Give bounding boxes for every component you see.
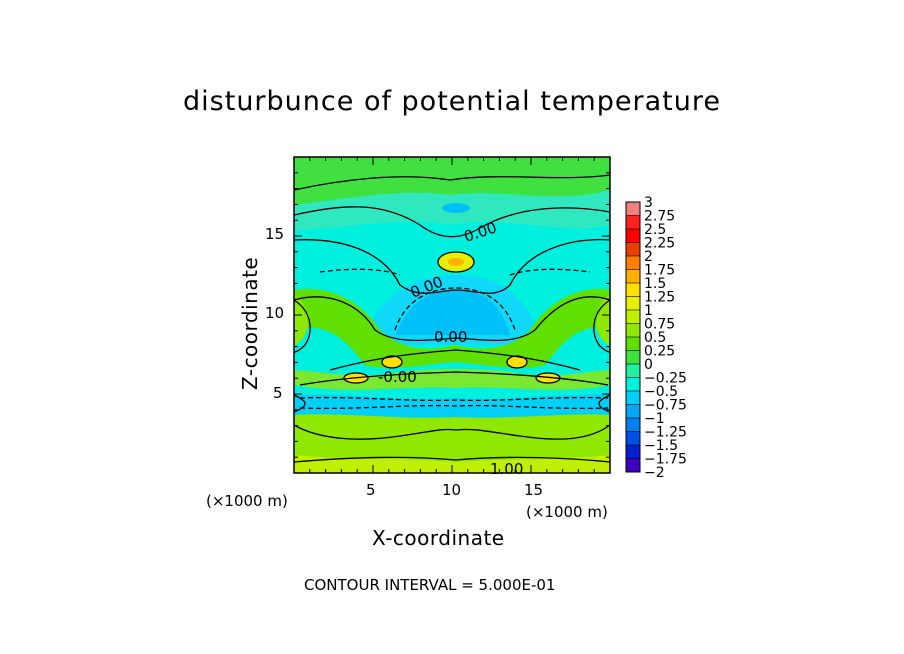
colorbar-swatch: [626, 364, 640, 378]
contour-line: [381, 355, 403, 369]
contour-line: [394, 287, 516, 331]
contour-label: 1.00: [490, 460, 523, 478]
colorbar-swatch: [626, 445, 640, 459]
region-upper-peak-core: [448, 258, 464, 266]
contour-line: [299, 396, 609, 402]
contour-line: [294, 206, 610, 238]
contour-line: [598, 394, 610, 413]
colorbar-swatch: [626, 377, 640, 392]
region-middle-green-arc: [294, 289, 610, 369]
contour-interval-note: CONTOUR INTERVAL = 5.000E-01: [304, 576, 556, 594]
region-lower-arc: [294, 369, 610, 390]
chart-title: disturbunce of potential temperature: [183, 86, 721, 117]
colorbar-label: −0.75: [644, 398, 687, 414]
contour-line: [294, 424, 610, 440]
colorbar-swatch: [626, 391, 640, 405]
colorbar-swatch: [626, 431, 640, 446]
colorbar-swatch: [626, 269, 640, 284]
colorbar-swatch: [626, 418, 640, 432]
contour-line: [299, 371, 609, 386]
contour-line: [294, 394, 306, 413]
contour-line: [319, 268, 401, 276]
colorbar-label: 1.5: [644, 276, 666, 292]
colorbar-label: −0.5: [644, 384, 678, 400]
y-axis-label: Z-coordinate: [238, 256, 262, 390]
colorbar-swatch: [626, 323, 640, 338]
contour-line: [294, 174, 610, 191]
colorbar-label: −1.5: [644, 438, 678, 454]
region-lower-blue-band: [294, 394, 610, 418]
contour-line: [294, 456, 610, 463]
contour-line: [343, 372, 369, 384]
colorbar-label: 0: [644, 357, 653, 373]
region-top-blue-patch: [442, 203, 470, 213]
colorbar-swatch: [626, 296, 640, 311]
region-right-yellow-blob: [507, 356, 527, 368]
region-top-band: [294, 157, 610, 205]
region-bottom-green-layer: [294, 414, 610, 473]
contour-line: [506, 355, 528, 369]
colorbar-label: −1.75: [644, 452, 687, 468]
colorbar-label: 0.5: [644, 330, 666, 346]
x-unit-left: (×1000 m): [206, 492, 288, 510]
contour-line: [535, 372, 561, 384]
colorbar-label: 2: [644, 249, 653, 265]
x-tick-label: 10: [442, 481, 462, 499]
region-left-edge-green: [294, 295, 308, 345]
contour-line: [299, 404, 609, 410]
colorbar-label: 3: [644, 195, 653, 211]
x-axis-label: X-coordinate: [372, 526, 505, 550]
colorbar-label: 2.75: [644, 209, 675, 225]
contour-line: [294, 296, 610, 342]
colorbar-label: 2.25: [644, 236, 675, 252]
colorbar-label: −2: [644, 465, 665, 481]
contour-line: [294, 299, 311, 353]
colorbar-frame: [625, 201, 641, 473]
colorbar-label: 1.75: [644, 263, 675, 279]
colorbar-label: 0.75: [644, 317, 675, 333]
contour-line: [509, 268, 591, 276]
contour-label: 0.00: [434, 328, 467, 346]
contour-label: -0.00: [378, 368, 417, 386]
colorbar-label: −1.25: [644, 425, 687, 441]
colorbar-label: 1.25: [644, 290, 675, 306]
colorbar-swatch: [626, 256, 640, 270]
colorbar-swatch: [626, 215, 640, 230]
colorbar-label: 2.5: [644, 222, 666, 238]
region-right-edge-green: [596, 295, 610, 345]
colorbar-label: −0.25: [644, 371, 687, 387]
x-tick-label: 5: [366, 481, 376, 499]
colorbar-label: 1: [644, 303, 653, 319]
contour-field: [294, 157, 610, 473]
x-tick-label: 15: [524, 481, 544, 499]
colorbar-swatch: [626, 229, 640, 243]
colorbar-swatch: [626, 337, 640, 351]
contour-line: [294, 239, 610, 294]
contour-line: [329, 349, 581, 371]
region-left-yellow-blob: [382, 356, 402, 368]
colorbar-swatch: [626, 350, 640, 365]
colorbar-swatch: [626, 242, 640, 257]
colorbar-swatch: [626, 404, 640, 419]
y-tick-label: 10: [265, 304, 285, 322]
colorbar-label: 0.25: [644, 344, 675, 360]
colorbar-swatch: [626, 283, 640, 297]
region-right-yellow-blob-2: [536, 373, 560, 383]
colorbar-swatch: [626, 202, 640, 216]
colorbar-swatch: [626, 310, 640, 324]
contour-line: [593, 299, 610, 353]
x-unit-right: (×1000 m): [526, 503, 608, 521]
contour-line: [437, 251, 475, 273]
region-central-dome-core: [395, 290, 510, 335]
colorbar-swatch: [626, 458, 640, 473]
colorbar-label: −1: [644, 411, 665, 427]
y-tick-label: 5: [273, 384, 283, 402]
y-tick-label: 15: [265, 225, 285, 243]
